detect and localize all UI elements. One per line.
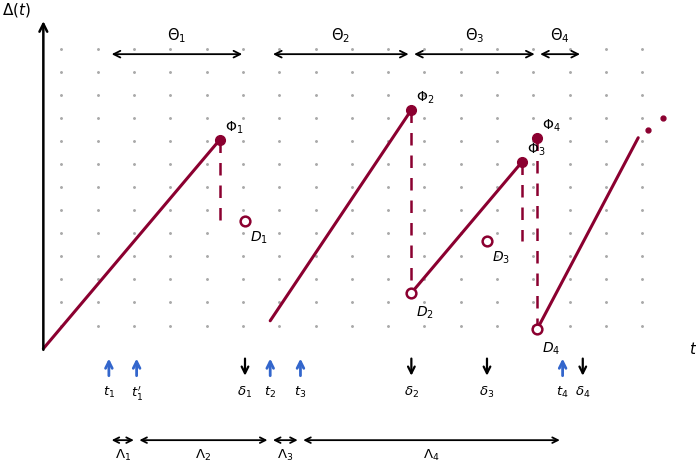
Text: $\delta_4$: $\delta_4$: [575, 384, 590, 400]
Text: $t_1'$: $t_1'$: [131, 384, 143, 403]
Text: $\Lambda_2$: $\Lambda_2$: [196, 448, 212, 463]
Text: $\Lambda_1$: $\Lambda_1$: [115, 448, 131, 463]
Text: $\Phi_4$: $\Phi_4$: [542, 117, 561, 134]
Text: $D_3$: $D_3$: [492, 249, 510, 266]
Text: $\Delta(t)$: $\Delta(t)$: [2, 1, 31, 20]
Text: $\Lambda_3$: $\Lambda_3$: [277, 448, 294, 463]
Text: $\Theta_4$: $\Theta_4$: [551, 27, 570, 45]
Text: $\Phi_3$: $\Phi_3$: [528, 141, 546, 158]
Text: $\Theta_2$: $\Theta_2$: [331, 27, 350, 45]
Text: $t$: $t$: [688, 340, 696, 357]
Text: $\delta_2$: $\delta_2$: [404, 384, 419, 400]
Text: $D_1$: $D_1$: [250, 229, 268, 246]
Text: $\Phi_1$: $\Phi_1$: [225, 120, 243, 136]
Text: $t_2$: $t_2$: [264, 384, 276, 400]
Text: $D_2$: $D_2$: [416, 305, 434, 321]
Text: $\delta_1$: $\delta_1$: [237, 384, 253, 400]
Text: $t_3$: $t_3$: [294, 384, 307, 400]
Text: $D_4$: $D_4$: [542, 341, 561, 357]
Text: $\Phi_2$: $\Phi_2$: [416, 90, 435, 106]
Text: $\delta_3$: $\delta_3$: [480, 384, 495, 400]
Text: $t_4$: $t_4$: [556, 384, 569, 400]
Text: $\Lambda_4$: $\Lambda_4$: [423, 448, 440, 463]
Text: $\Theta_1$: $\Theta_1$: [167, 27, 187, 45]
Text: $\Theta_3$: $\Theta_3$: [465, 27, 484, 45]
Text: $t_1$: $t_1$: [103, 384, 115, 400]
